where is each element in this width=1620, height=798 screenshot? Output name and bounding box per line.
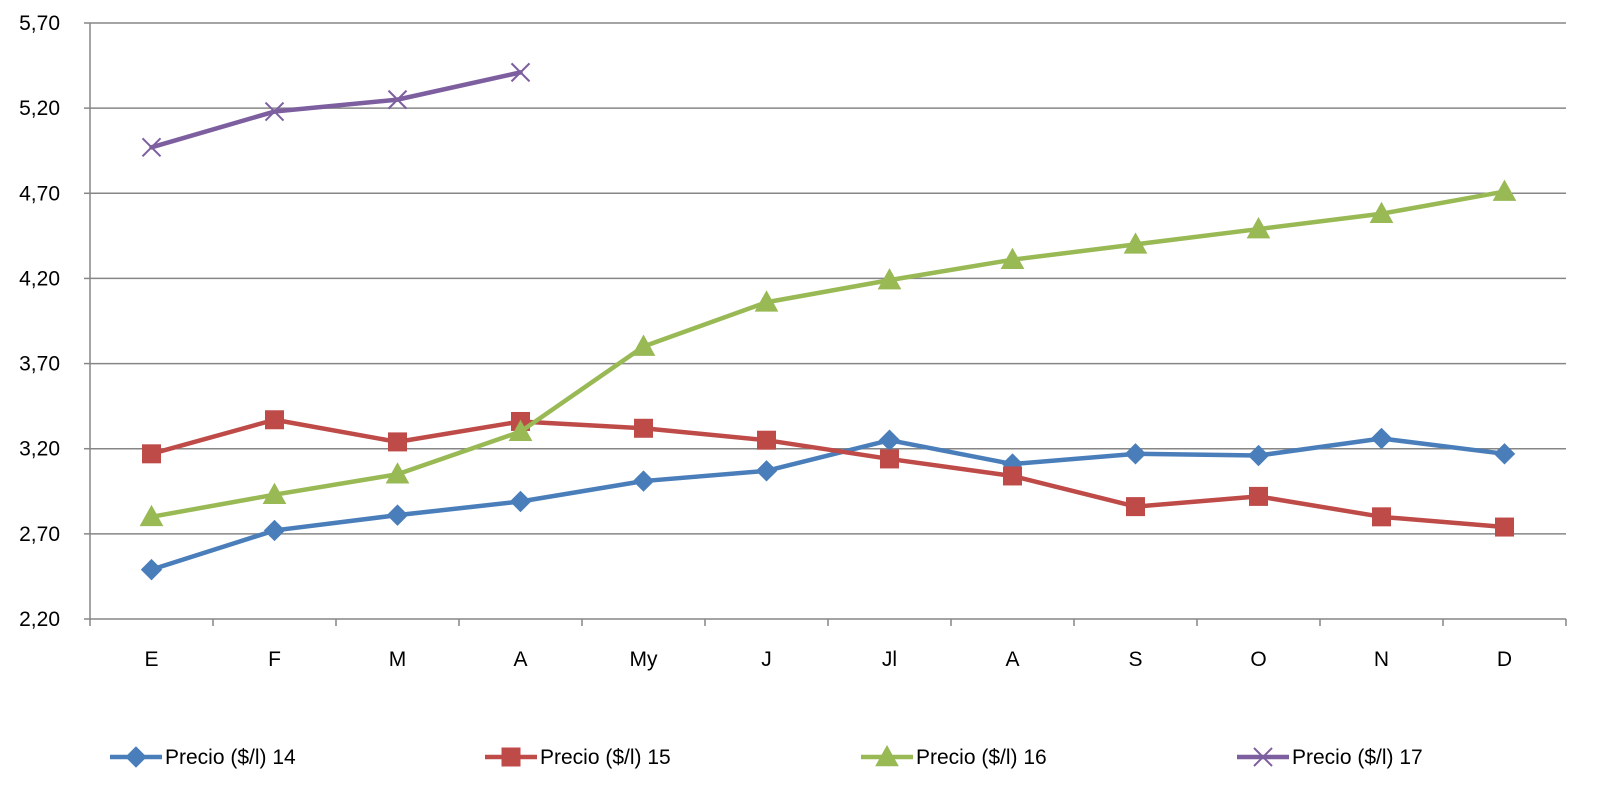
legend-marker [501, 747, 521, 767]
data-point [755, 460, 778, 482]
gridlines [90, 22, 1566, 535]
x-tick-label: My [630, 648, 658, 671]
series-line [149, 189, 1507, 520]
series-4 [141, 62, 531, 158]
data-point [632, 470, 655, 492]
legend: Precio ($/l) 14 Precio ($/l) 15 Precio ($/… [110, 744, 1423, 769]
y-tick-label: 4,70 [19, 182, 60, 205]
data-point [142, 444, 161, 464]
data-point [1370, 427, 1393, 450]
data-point [262, 482, 287, 504]
legend-marker [875, 744, 899, 767]
data-point [1369, 201, 1394, 224]
x-tick-label: S [1128, 648, 1142, 671]
y-tick-label: 5,70 [19, 12, 60, 35]
legend-item: Precio ($/l) 15 [485, 746, 671, 769]
x-tick-label: M [389, 648, 407, 671]
data-point [509, 490, 532, 513]
data-point [1247, 444, 1270, 467]
series-2 [142, 410, 1514, 537]
series-3 [139, 179, 1517, 527]
y-tick-label: 2,70 [19, 523, 60, 546]
axes [84, 22, 1567, 626]
data-point [754, 290, 779, 312]
y-tick-label: 2,20 [19, 608, 60, 631]
x-tick-label: O [1250, 648, 1266, 671]
data-point [263, 519, 286, 542]
legend-marker [125, 746, 147, 768]
series-line [149, 417, 1507, 530]
data-point [1495, 517, 1514, 537]
series-line [149, 436, 1507, 572]
legend-item: Precio ($/l) 16 [861, 744, 1047, 769]
data-point [388, 432, 407, 452]
legend-item: Precio ($/l) 14 [110, 746, 296, 769]
data-point [1126, 497, 1145, 517]
legend-item: Precio ($/l) 17 [1237, 746, 1423, 769]
data-point [631, 334, 656, 356]
data-point [139, 504, 164, 527]
x-tick-label: Jl [882, 648, 897, 671]
y-tick-label: 4,20 [19, 267, 60, 290]
data-point [877, 268, 902, 290]
data-point [386, 504, 409, 526]
legend-label: Precio ($/l) 16 [916, 746, 1047, 769]
data-point [1493, 443, 1516, 465]
data-point [1372, 507, 1391, 527]
data-point [265, 410, 284, 430]
x-tick-label: E [144, 648, 158, 671]
y-tick-label: 3,20 [19, 438, 60, 461]
data-point [510, 62, 531, 83]
data-series [139, 62, 1517, 581]
data-point [757, 430, 776, 450]
x-axis-tick-labels: E F M A My J Jl A S O N D [144, 648, 1512, 671]
y-tick-label: 5,20 [19, 97, 60, 120]
x-tick-label: D [1497, 648, 1512, 671]
data-point [1000, 247, 1025, 269]
data-point [878, 429, 901, 451]
data-point [1246, 217, 1271, 239]
legend-label: Precio ($/l) 15 [540, 746, 671, 769]
data-point [634, 418, 653, 438]
data-point [880, 449, 899, 469]
data-point [508, 419, 533, 441]
y-tick-label: 3,70 [19, 353, 60, 376]
legend-label: Precio ($/l) 17 [1292, 746, 1423, 769]
x-tick-label: J [761, 648, 772, 671]
data-point [385, 462, 410, 484]
legend-label: Precio ($/l) 14 [165, 746, 296, 769]
data-point [1124, 443, 1147, 465]
data-point [1003, 466, 1022, 486]
data-point [141, 137, 162, 158]
data-point [140, 558, 163, 581]
data-point [1492, 179, 1517, 201]
legend-marker [1253, 747, 1273, 767]
data-point [264, 101, 285, 122]
x-tick-label: F [268, 648, 281, 671]
y-axis-tick-labels: 2,20 2,70 3,20 3,70 4,20 4,70 5,20 5,70 [19, 12, 60, 631]
x-tick-label: A [1005, 648, 1019, 671]
data-point [1123, 232, 1148, 254]
data-point [1249, 486, 1268, 506]
x-tick-label: N [1374, 648, 1389, 671]
series-line [149, 70, 523, 150]
x-tick-label: A [513, 648, 527, 671]
data-point [387, 89, 408, 110]
